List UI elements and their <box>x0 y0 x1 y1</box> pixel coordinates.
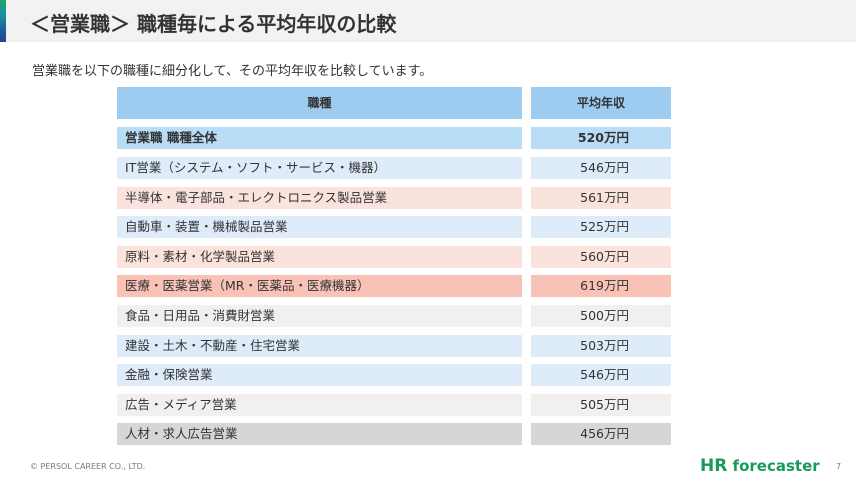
salary-cell: 546万円 <box>531 157 671 179</box>
salary-cell: 505万円 <box>531 393 671 416</box>
table-row: 人材・求人広告営業 456万円 <box>117 423 671 446</box>
table-row: 医療・医薬営業（MR・医薬品・医療機器） 619万円 <box>117 275 671 298</box>
salary-cell: 500万円 <box>531 305 671 327</box>
copyright-text: © PERSOL CAREER CO., LTD. <box>30 462 146 471</box>
salary-cell: 503万円 <box>531 334 671 357</box>
table-row: 原料・素材・化学製品営業 560万円 <box>117 245 671 268</box>
job-name-cell: 広告・メディア営業 <box>117 393 522 416</box>
page-title: ＜営業職＞ 職種毎による平均年収の比較 <box>30 12 397 36</box>
salary-cell: 546万円 <box>531 364 671 387</box>
table-row: 広告・メディア営業 505万円 <box>117 393 671 416</box>
job-name-cell: 人材・求人広告営業 <box>117 423 522 446</box>
job-name-cell: 原料・素材・化学製品営業 <box>117 245 522 268</box>
salary-cell: 456万円 <box>531 423 671 446</box>
page-subtitle: 営業職を以下の職種に細分化して、その平均年収を比較しています。 <box>32 64 433 79</box>
salary-cell: 561万円 <box>531 186 671 209</box>
job-name-cell: 医療・医薬営業（MR・医薬品・医療機器） <box>117 275 522 298</box>
job-name-cell: 金融・保険営業 <box>117 364 522 387</box>
table-row: 建設・土木・不動産・住宅営業 503万円 <box>117 334 671 357</box>
table-row: IT営業（システム・ソフト・サービス・機器） 546万円 <box>117 157 671 179</box>
salary-cell: 525万円 <box>531 216 671 239</box>
job-name-cell: 自動車・装置・機械製品営業 <box>117 216 522 239</box>
logo-initials: HR <box>700 456 728 476</box>
job-name-cell: IT営業（システム・ソフト・サービス・機器） <box>117 157 522 179</box>
salary-cell: 619万円 <box>531 275 671 298</box>
table-row: 半導体・電子部品・エレクトロニクス製品営業 561万円 <box>117 186 671 209</box>
table-row: 自動車・装置・機械製品営業 525万円 <box>117 216 671 239</box>
table-row: 食品・日用品・消費財営業 500万円 <box>117 305 671 327</box>
job-name-cell: 食品・日用品・消費財営業 <box>117 305 522 327</box>
logo-word: forecaster <box>727 457 820 475</box>
column-header-job: 職種 <box>117 87 522 119</box>
column-header-salary: 平均年収 <box>531 87 671 119</box>
table-row-total: 営業職 職種全体 520万円 <box>117 127 671 149</box>
salary-cell: 520万円 <box>531 127 671 149</box>
job-name-cell: 半導体・電子部品・エレクトロニクス製品営業 <box>117 186 522 209</box>
table-row: 金融・保険営業 546万円 <box>117 364 671 387</box>
page-number: 7 <box>836 462 842 471</box>
table-header-row: 職種 平均年収 <box>117 87 671 119</box>
accent-bar <box>0 0 6 42</box>
title-band <box>0 0 856 42</box>
hr-forecaster-logo: HR forecaster <box>700 456 820 476</box>
job-name-cell: 建設・土木・不動産・住宅営業 <box>117 334 522 357</box>
salary-cell: 560万円 <box>531 245 671 268</box>
job-name-cell: 営業職 職種全体 <box>117 127 522 149</box>
